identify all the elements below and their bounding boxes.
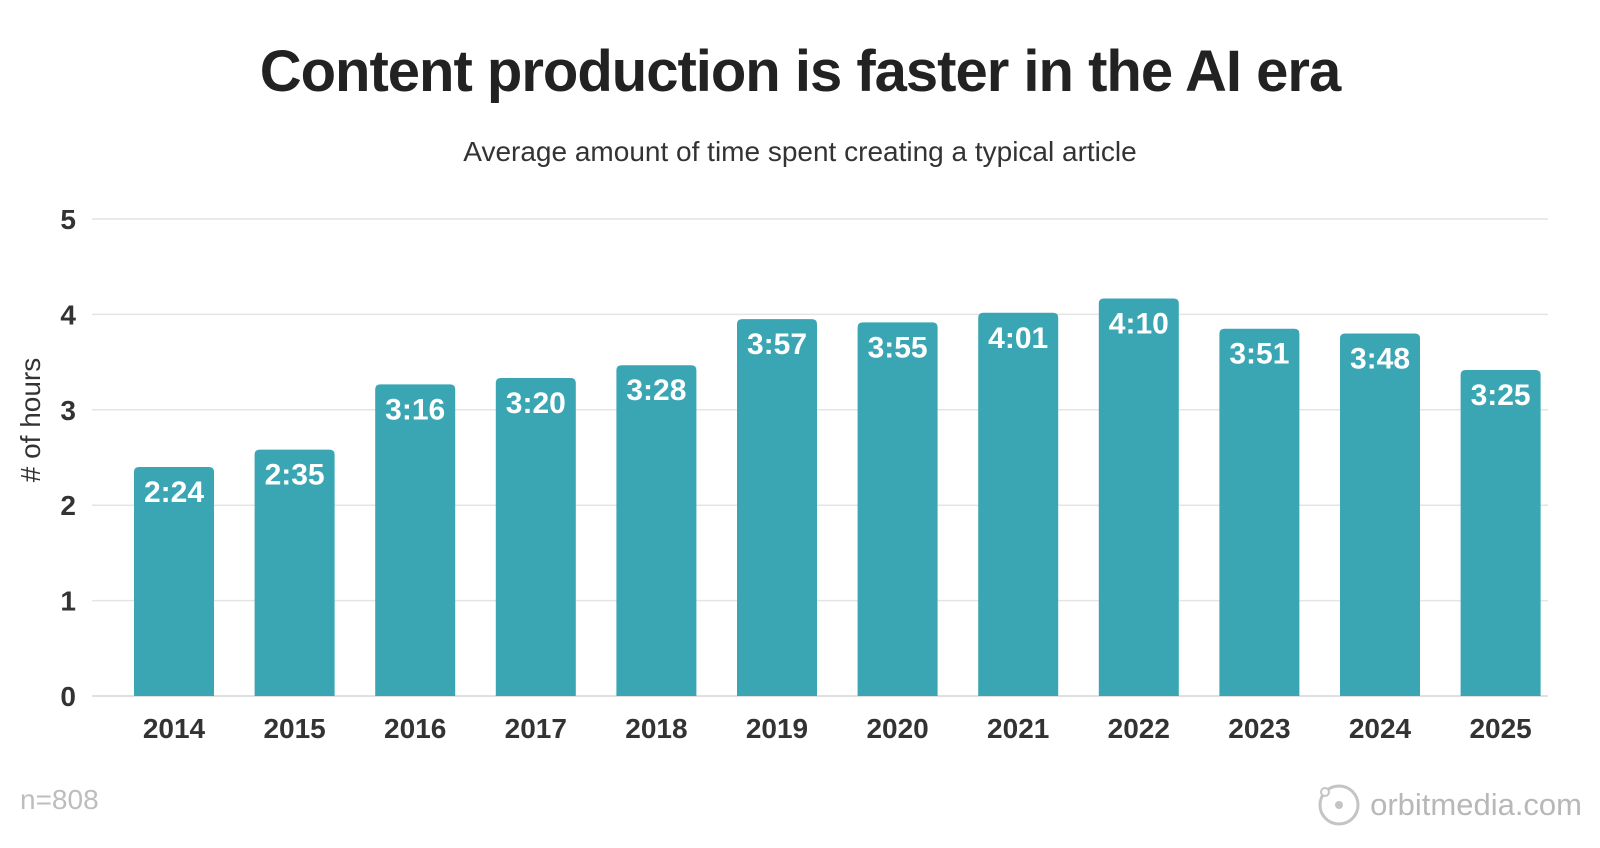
y-tick-label: 1 bbox=[60, 586, 76, 617]
bar-2023 bbox=[1219, 328, 1300, 696]
bar-2024 bbox=[1340, 333, 1420, 696]
bar-value-label: 3:16 bbox=[385, 393, 445, 426]
brand-watermark: orbitmedia.com bbox=[1316, 782, 1582, 828]
y-axis-ticks: 0 1 2 3 4 5 bbox=[60, 204, 76, 712]
gridlines bbox=[92, 218, 1548, 697]
y-tick-label: 0 bbox=[60, 681, 76, 712]
x-axis-ticks: 2014 2015 2016 2017 2018 2019 2020 2021 2022 2023… bbox=[143, 713, 1532, 744]
bar-2015 bbox=[254, 449, 335, 696]
x-tick-label: 2017 bbox=[505, 713, 567, 744]
y-tick-label: 5 bbox=[60, 204, 76, 235]
x-tick-label: 2022 bbox=[1108, 713, 1170, 744]
sample-size-note: n=808 bbox=[20, 784, 99, 815]
bar-2021 bbox=[978, 312, 1059, 696]
bar-value-label: 3:48 bbox=[1350, 342, 1410, 375]
brand-text: orbitmedia.com bbox=[1370, 787, 1582, 822]
bar-2025 bbox=[1460, 370, 1541, 696]
x-tick-label: 2020 bbox=[866, 713, 928, 744]
x-tick-label: 2025 bbox=[1469, 713, 1531, 744]
bar-2016 bbox=[375, 384, 456, 696]
x-tick-label: 2023 bbox=[1228, 713, 1290, 744]
bar-value-label: 3:20 bbox=[506, 387, 566, 420]
y-tick-label: 3 bbox=[60, 395, 76, 426]
bar-value-label: 3:51 bbox=[1229, 338, 1289, 371]
bar-value-label: 3:28 bbox=[626, 374, 686, 407]
bar-2022 bbox=[1098, 298, 1179, 696]
x-tick-label: 2015 bbox=[263, 713, 325, 744]
chart-title: Content production is faster in the AI e… bbox=[259, 39, 1342, 104]
bar-2020 bbox=[857, 322, 938, 696]
chart-subtitle: Average amount of time spent creating a … bbox=[463, 136, 1137, 167]
x-tick-label: 2021 bbox=[987, 713, 1049, 744]
bar-2019 bbox=[737, 319, 817, 696]
bar-value-label: 3:55 bbox=[868, 331, 928, 364]
y-tick-label: 4 bbox=[60, 299, 76, 330]
bar-value-label: 3:57 bbox=[747, 328, 807, 361]
bars: 2:24 2:35 3:16 3:20 3:28 3:57 3:55 4:01 4:10 3:51… bbox=[134, 298, 1541, 696]
bar-2017 bbox=[495, 378, 576, 696]
x-tick-label: 2014 bbox=[143, 713, 206, 744]
bar-2014 bbox=[134, 467, 214, 696]
bar-value-label: 2:35 bbox=[265, 459, 325, 492]
x-tick-label: 2024 bbox=[1349, 713, 1412, 744]
bar-value-label: 3:25 bbox=[1471, 379, 1531, 412]
bar-value-label: 2:24 bbox=[144, 476, 204, 509]
bar-value-label: 4:10 bbox=[1109, 307, 1169, 340]
x-tick-label: 2019 bbox=[746, 713, 808, 744]
y-axis-label: # of hours bbox=[15, 358, 46, 483]
bar-2018 bbox=[616, 365, 697, 696]
x-tick-label: 2018 bbox=[625, 713, 687, 744]
orbit-logo-icon bbox=[1318, 784, 1360, 826]
x-tick-label: 2016 bbox=[384, 713, 446, 744]
y-tick-label: 2 bbox=[60, 490, 76, 521]
bar-value-label: 4:01 bbox=[988, 322, 1048, 355]
